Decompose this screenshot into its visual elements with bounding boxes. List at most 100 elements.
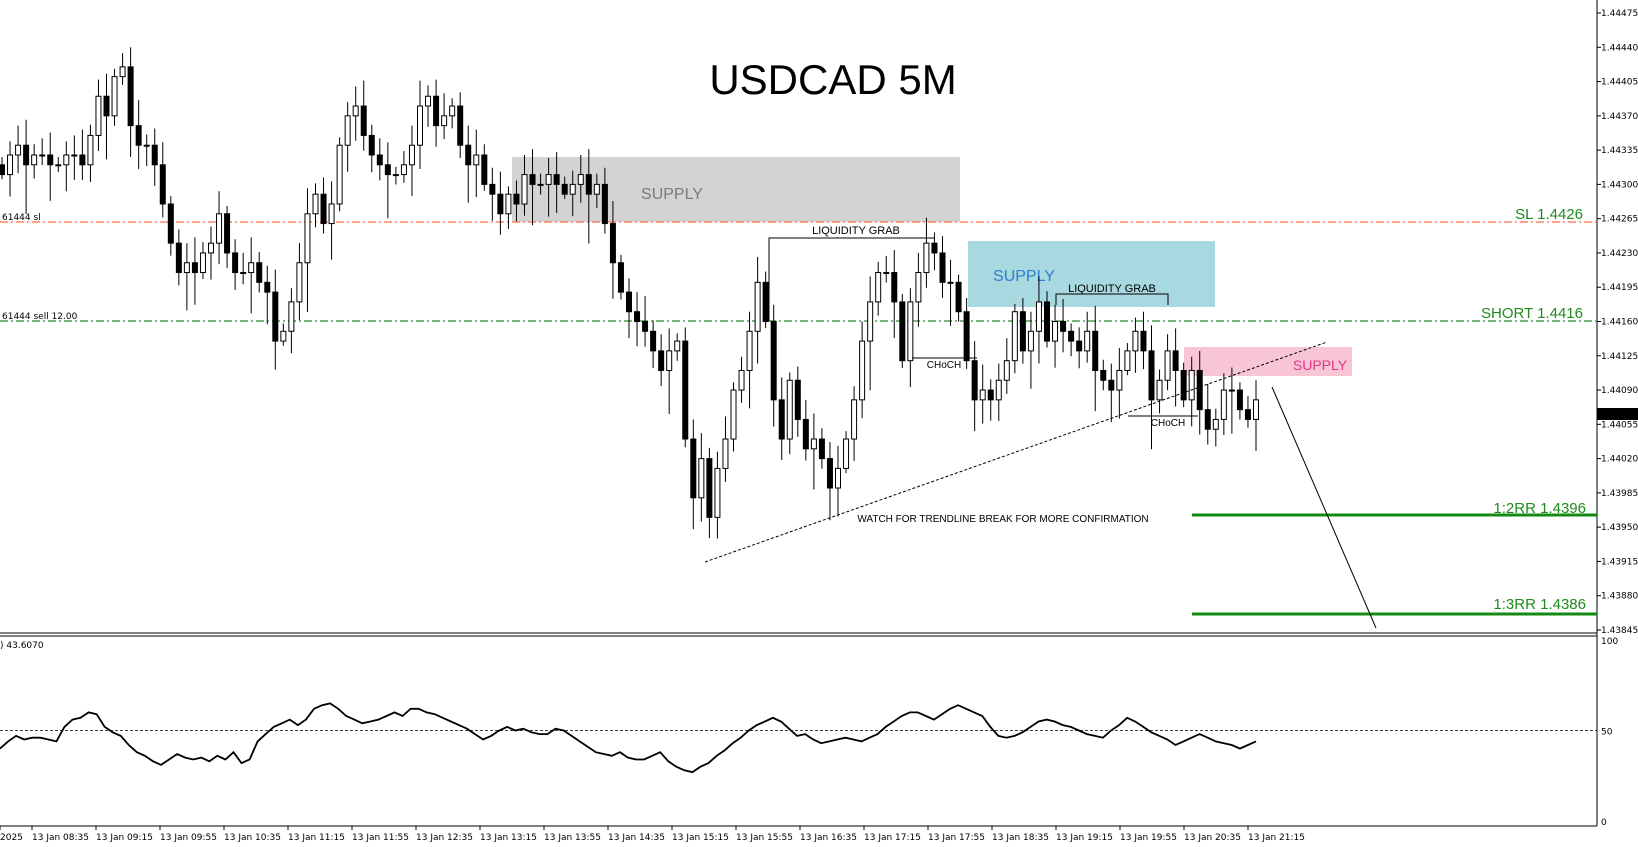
candles-group bbox=[0, 47, 1259, 539]
candle-bearish bbox=[1236, 389, 1243, 411]
price-tick-label: 1.44335 bbox=[1601, 146, 1638, 156]
candle-bullish bbox=[505, 193, 512, 215]
candle-bullish bbox=[851, 399, 858, 440]
candle-bearish bbox=[794, 379, 801, 420]
candle-bullish bbox=[208, 242, 214, 254]
candle-bullish bbox=[835, 467, 841, 489]
candle-bullish bbox=[786, 379, 793, 440]
choch-label-1: CHoCH bbox=[927, 360, 961, 371]
price-tick-label: 1.44440 bbox=[1601, 43, 1638, 53]
candle-bearish bbox=[642, 321, 649, 332]
candle-bullish bbox=[55, 164, 62, 167]
price-tick-label: 1.44160 bbox=[1601, 318, 1638, 328]
candle-bullish bbox=[1035, 301, 1042, 332]
liquidity-grab-label-2: LIQUIDITY GRAB bbox=[1068, 283, 1156, 295]
candle-bearish bbox=[931, 242, 938, 254]
candle-bearish bbox=[1172, 350, 1179, 371]
candle-bullish bbox=[1212, 418, 1219, 430]
candle-bullish bbox=[352, 105, 359, 117]
candle-bullish bbox=[537, 183, 544, 186]
candle-bullish bbox=[71, 154, 78, 157]
candle-bearish bbox=[264, 281, 271, 293]
candle-bearish bbox=[609, 223, 616, 264]
candle-bearish bbox=[191, 262, 198, 274]
candle-bullish bbox=[328, 203, 335, 225]
price-tick-label: 1.43880 bbox=[1601, 592, 1638, 602]
candle-bullish bbox=[63, 154, 70, 166]
candle-bearish bbox=[1068, 330, 1075, 342]
projection-line bbox=[1271, 386, 1377, 629]
time-tick-label: 2025 bbox=[0, 833, 23, 843]
candle-bullish bbox=[867, 301, 874, 342]
time-tick-label: 13 Jan 13:15 bbox=[480, 833, 537, 843]
supply-zone-blue-label: SUPPLY bbox=[993, 268, 1055, 285]
candle-bearish bbox=[232, 252, 239, 274]
candle-bullish bbox=[979, 389, 986, 401]
price-tick-label: 1.43985 bbox=[1601, 489, 1638, 499]
time-tick-label: 13 Jan 13:55 bbox=[544, 833, 601, 843]
candle-bullish bbox=[569, 183, 576, 195]
candle-bullish bbox=[730, 389, 737, 440]
candle-bearish bbox=[778, 399, 785, 440]
candle-bearish bbox=[368, 134, 375, 156]
price-tick-label: 1.44405 bbox=[1601, 78, 1638, 88]
price-axis: 1.44475 1.44440 1.44405 1.44370 1.44335 1.443… bbox=[1597, 9, 1638, 636]
time-tick-label: 13 Jan 17:55 bbox=[928, 833, 985, 843]
time-tick-label: 13 Jan 14:35 bbox=[608, 833, 665, 843]
candle-bullish bbox=[746, 330, 753, 371]
sell-order-label: 61444 sell 12.00 bbox=[2, 312, 78, 322]
candle-bullish bbox=[1124, 350, 1131, 371]
candle-bearish bbox=[320, 193, 327, 225]
time-tick-label: 13 Jan 11:55 bbox=[352, 833, 409, 843]
candle-bullish bbox=[1003, 360, 1010, 381]
candle-bullish bbox=[698, 458, 705, 499]
candle-bearish bbox=[489, 183, 496, 195]
candle-bearish bbox=[762, 281, 769, 323]
candle-bullish bbox=[722, 438, 729, 469]
candle-bullish bbox=[312, 193, 319, 215]
indicator-tick-label: 50 bbox=[1601, 728, 1613, 738]
candle-bearish bbox=[360, 105, 367, 136]
liquidity-grab-bracket-2 bbox=[1055, 293, 1169, 305]
candle-bullish bbox=[1132, 330, 1139, 352]
candle-bullish bbox=[449, 105, 456, 117]
time-tick-label: 13 Jan 15:15 bbox=[672, 833, 729, 843]
time-tick-label: 13 Jan 12:35 bbox=[416, 833, 473, 843]
candle-bullish bbox=[923, 242, 930, 274]
candle-bullish bbox=[441, 115, 448, 127]
candle-bullish bbox=[1188, 369, 1195, 401]
candle-bearish bbox=[826, 458, 833, 489]
candle-bearish bbox=[971, 360, 978, 401]
candle-bearish bbox=[1044, 301, 1050, 342]
candle-bearish bbox=[135, 125, 142, 146]
candle-bullish bbox=[521, 174, 528, 205]
candle-bearish bbox=[256, 262, 263, 283]
candle-bearish bbox=[706, 458, 713, 518]
price-tick-label: 1.44300 bbox=[1601, 180, 1638, 190]
indicator-tick-label: 0 bbox=[1601, 818, 1607, 828]
candle-bullish bbox=[1156, 379, 1163, 401]
candle-bearish bbox=[1108, 379, 1115, 391]
candle-bullish bbox=[843, 438, 850, 469]
candle-bullish bbox=[577, 174, 584, 185]
candle-bullish bbox=[143, 144, 150, 147]
candle-bullish bbox=[1052, 321, 1059, 342]
candle-bearish bbox=[1244, 409, 1251, 420]
candle-bullish bbox=[883, 272, 890, 275]
current-price-tag bbox=[1597, 408, 1638, 420]
candle-bearish bbox=[658, 350, 665, 371]
candle-bullish bbox=[87, 134, 94, 166]
candle-bullish bbox=[915, 272, 922, 303]
price-tick-label: 1.43845 bbox=[1601, 626, 1638, 636]
candle-bearish bbox=[626, 291, 632, 313]
candle-bullish bbox=[1116, 369, 1123, 391]
candle-bearish bbox=[272, 291, 279, 342]
indicator-axis: 100 50 0 bbox=[1601, 637, 1618, 828]
chart-title: USDCAD 5M bbox=[709, 56, 956, 103]
candle-bullish bbox=[119, 66, 126, 78]
candle-bearish bbox=[682, 340, 689, 440]
candle-bearish bbox=[529, 174, 536, 185]
candle-bearish bbox=[634, 311, 641, 323]
candle-bullish bbox=[199, 252, 206, 274]
